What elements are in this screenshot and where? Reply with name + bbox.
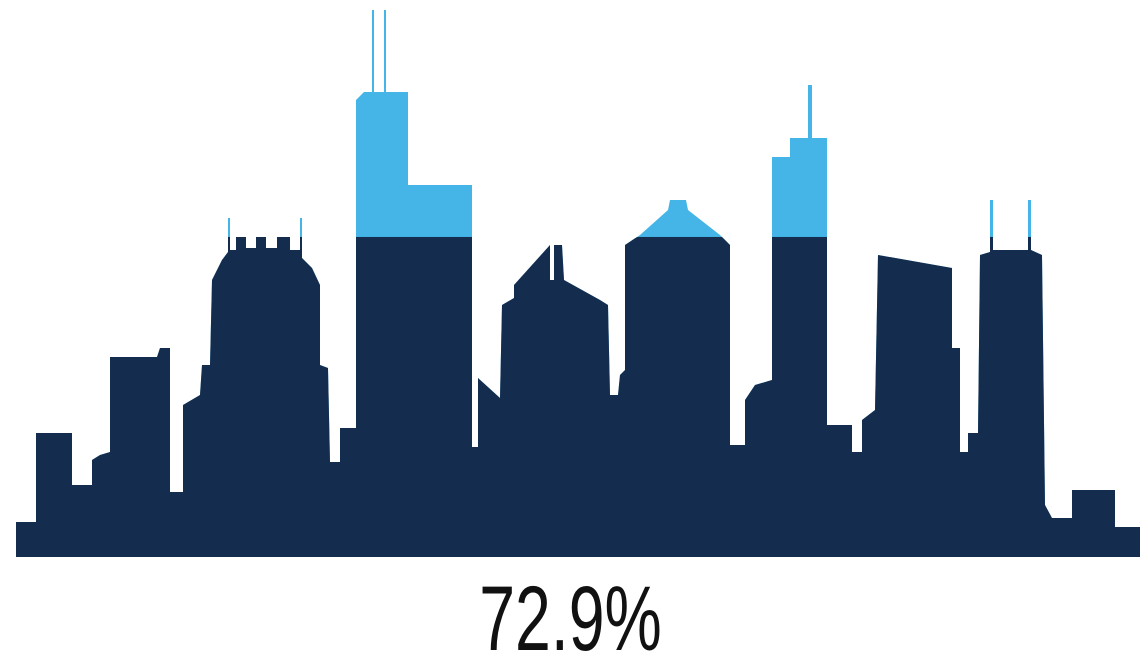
skyline-fill — [0, 237, 1142, 557]
skyline — [0, 0, 1142, 557]
value-label: 72.9% — [479, 567, 662, 666]
chart: 72.9% — [0, 0, 1142, 666]
page: 72.9% (() => { const data = JSON.parse(d… — [0, 0, 1142, 666]
